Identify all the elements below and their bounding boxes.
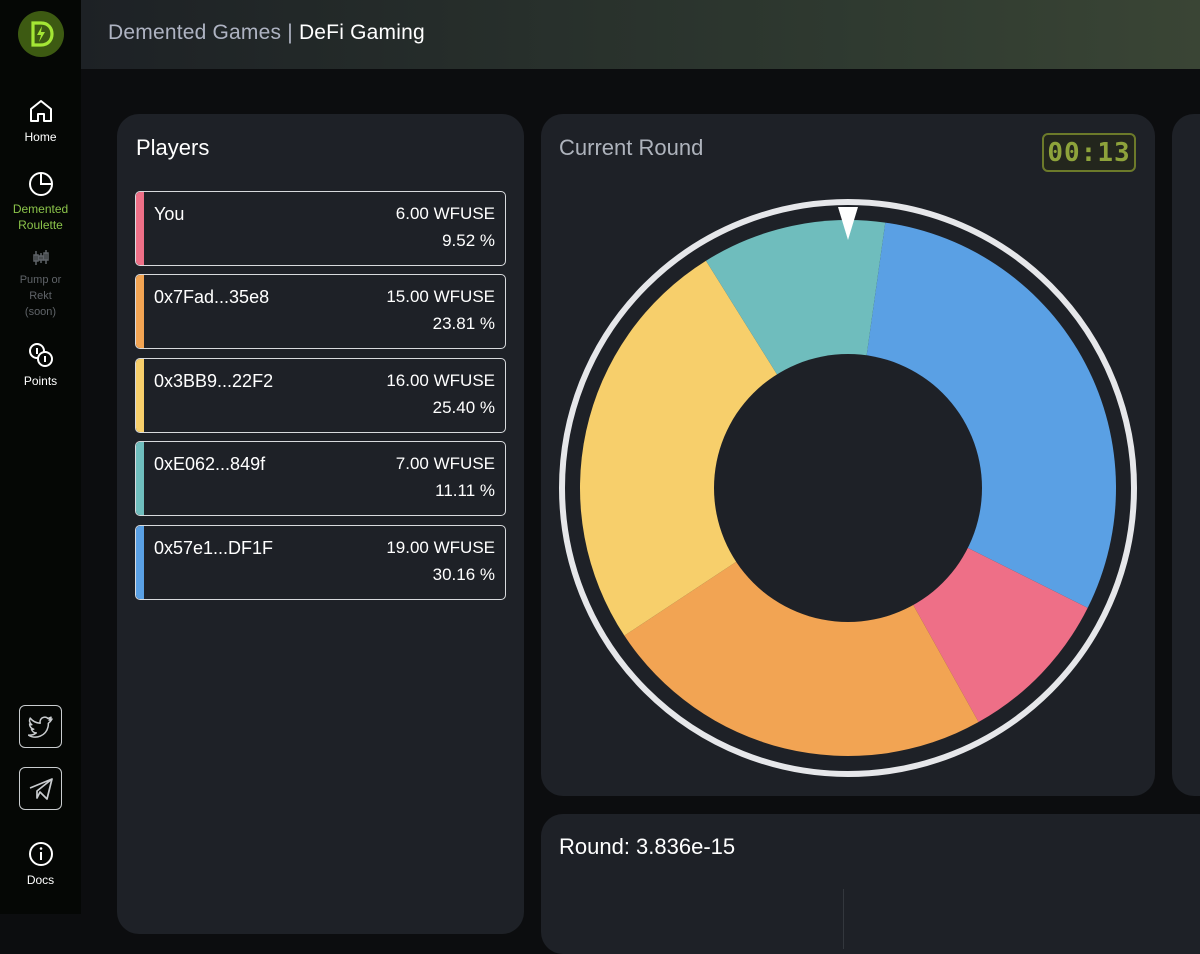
player-address: You xyxy=(154,204,185,224)
player-row: 0x7Fad...35e8 15.00 WFUSE 23.81 % xyxy=(135,274,506,349)
player-amount: 7.00 WFUSE xyxy=(395,454,495,473)
player-percent: 30.16 % xyxy=(432,565,495,584)
pie-chart-icon xyxy=(28,172,53,196)
player-address: 0x7Fad...35e8 xyxy=(154,287,270,307)
round-timer: 00:13 xyxy=(1042,133,1136,172)
nav-home[interactable]: Home xyxy=(0,97,81,145)
players-title: Players xyxy=(136,135,210,160)
demented-logo[interactable] xyxy=(18,11,64,57)
nav-pump-label-2: Rekt xyxy=(29,290,52,302)
player-color-bar xyxy=(136,275,144,348)
player-amount: 6.00 WFUSE xyxy=(395,204,495,223)
candlestick-icon xyxy=(32,250,49,265)
sidebar: Home Demented Roulette Pump or Rekt (soo… xyxy=(0,0,81,914)
nav-points-label: Points xyxy=(23,374,58,388)
player-percent: 11.11 % xyxy=(435,481,495,500)
current-round-panel: Current Round 00:13 xyxy=(541,114,1155,796)
wheel-slice xyxy=(580,260,848,636)
wheel-slice xyxy=(624,488,979,756)
player-row: 0xE062...849f 7.00 WFUSE 11.11 % xyxy=(135,441,506,516)
player-color-bar xyxy=(136,526,144,599)
nav-roulette-label-2: Roulette xyxy=(18,218,63,232)
side-panel-partial xyxy=(1172,114,1200,796)
top-header: Demented Games | DeFi Gaming xyxy=(81,0,1200,69)
player-color-bar xyxy=(136,442,144,515)
player-color-bar xyxy=(136,192,144,265)
twitter-icon xyxy=(27,715,53,738)
nav-pump-label-3: (soon) xyxy=(24,306,57,318)
player-address: 0x57e1...DF1F xyxy=(154,538,274,558)
telegram-icon xyxy=(29,777,53,800)
home-icon xyxy=(29,100,52,122)
player-color-bar xyxy=(136,359,144,432)
coins-icon xyxy=(28,343,53,367)
nav-pump-label-1: Pump or xyxy=(19,274,62,286)
app-title: Demented Games | DeFi Gaming xyxy=(108,21,425,45)
wheel-outer-ring xyxy=(559,199,1137,777)
player-amount: 19.00 WFUSE xyxy=(386,538,495,557)
player-amount: 16.00 WFUSE xyxy=(386,371,495,390)
divider xyxy=(843,889,844,949)
telegram-button[interactable] xyxy=(19,767,62,810)
player-percent: 25.40 % xyxy=(432,398,495,417)
nav-demented-roulette[interactable]: Demented Roulette xyxy=(0,169,81,233)
player-row: 0x3BB9...22F2 16.00 WFUSE 25.40 % xyxy=(135,358,506,433)
round-info-panel: Round: 3.836e-15 xyxy=(541,814,1200,954)
lightning-d-logo-icon xyxy=(31,21,54,47)
nav-docs-label: Docs xyxy=(26,873,55,887)
player-row: You 6.00 WFUSE 9.52 % xyxy=(135,191,506,266)
app-title-prefix: Demented Games | xyxy=(108,21,299,44)
roulette-wheel xyxy=(559,199,1137,777)
wheel-center-hole xyxy=(714,354,982,622)
round-id-label: Round: 3.836e-15 xyxy=(559,834,736,859)
nav-home-label: Home xyxy=(24,130,57,144)
nav-docs[interactable]: Docs xyxy=(0,840,81,888)
nav-points[interactable]: Points xyxy=(0,341,81,389)
info-icon xyxy=(28,842,53,866)
player-address: 0x3BB9...22F2 xyxy=(154,371,274,391)
app-title-main: DeFi Gaming xyxy=(298,21,425,44)
nav-roulette-label-1: Demented xyxy=(12,202,69,216)
nav-pump-or-rekt: Pump or Rekt (soon) xyxy=(0,248,81,320)
player-address: 0xE062...849f xyxy=(154,454,266,474)
player-amount: 15.00 WFUSE xyxy=(386,287,495,306)
twitter-button[interactable] xyxy=(19,705,62,748)
player-percent: 23.81 % xyxy=(432,314,495,333)
player-row: 0x57e1...DF1F 19.00 WFUSE 30.16 % xyxy=(135,525,506,600)
player-percent: 9.52 % xyxy=(442,231,495,250)
current-round-title: Current Round xyxy=(559,135,704,160)
wheel-pointer-icon xyxy=(838,207,858,240)
players-panel: Players You 6.00 WFUSE 9.52 % 0x7Fad...3… xyxy=(117,114,524,934)
